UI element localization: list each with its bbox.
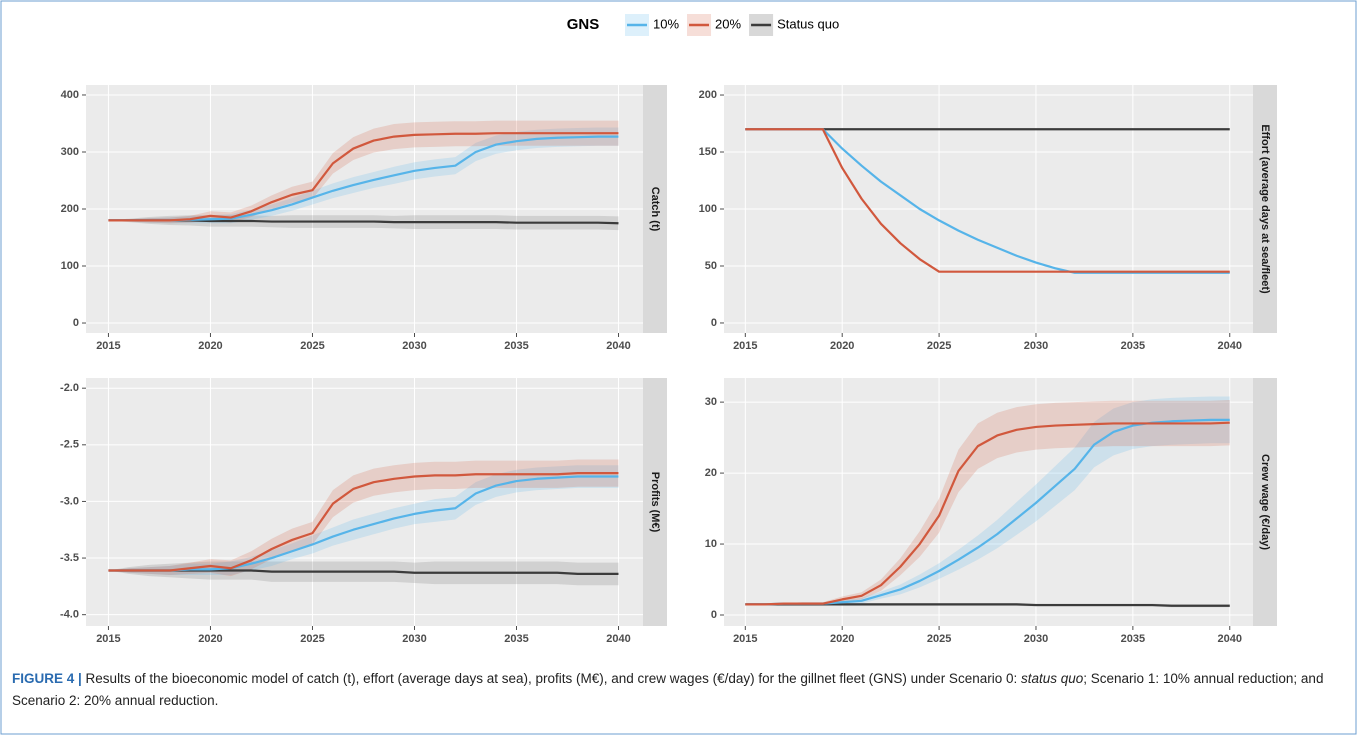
confidence-band — [108, 127, 619, 224]
caption-label: FIGURE 4 | — [12, 671, 82, 686]
legend-label: 20% — [715, 16, 741, 31]
confidence-band — [745, 396, 1230, 606]
y-tick-label: 0 — [711, 317, 717, 329]
series-line — [108, 132, 619, 222]
strip — [1253, 378, 1277, 626]
x-tick-label: 2035 — [1121, 340, 1145, 352]
panel-background — [86, 378, 643, 626]
y-tick-label: 200 — [699, 89, 717, 101]
y-tick-label: -3.0 — [60, 495, 79, 507]
y-tick-label: 300 — [61, 146, 79, 158]
y-tick-label: 100 — [61, 260, 79, 272]
x-tick-label: 2040 — [1218, 633, 1242, 645]
y-tick-label: 200 — [61, 203, 79, 215]
confidence-band — [108, 215, 619, 231]
x-tick-label: 2015 — [96, 340, 120, 352]
x-tick-label: 2040 — [606, 340, 630, 352]
caption: FIGURE 4 | Results of the bioeconomic mo… — [12, 668, 1342, 712]
strip-label: Crew wage (€/day) — [1259, 454, 1271, 550]
x-tick-label: 2015 — [733, 633, 757, 645]
x-tick-label: 2040 — [1218, 340, 1242, 352]
y-tick-label: -2.0 — [60, 382, 79, 394]
y-tick-label: 400 — [61, 89, 79, 101]
x-tick-label: 2025 — [927, 340, 951, 352]
x-tick-label: 2030 — [1024, 340, 1048, 352]
y-tick-label: 20 — [705, 467, 717, 479]
x-tick-label: 2035 — [1121, 633, 1145, 645]
confidence-band — [108, 120, 619, 224]
series-line — [108, 569, 619, 576]
y-tick-label: 150 — [699, 146, 717, 158]
x-tick-label: 2020 — [198, 340, 222, 352]
y-tick-label: 100 — [699, 203, 717, 215]
x-tick-label: 2025 — [300, 340, 324, 352]
legend-label: Status quo — [777, 16, 839, 31]
x-tick-label: 2040 — [606, 633, 630, 645]
legend-title: GNS — [567, 16, 600, 33]
x-tick-label: 2020 — [198, 633, 222, 645]
x-tick-label: 2035 — [504, 633, 528, 645]
caption-text: Results of the bioeconomic model of catc… — [81, 671, 1021, 686]
x-tick-label: 2030 — [402, 633, 426, 645]
panel-background — [724, 378, 1253, 626]
caption-emphasis: status quo — [1020, 671, 1084, 686]
x-tick-label: 2035 — [504, 340, 528, 352]
series-line — [745, 421, 1230, 606]
y-tick-label: 10 — [705, 538, 717, 550]
x-tick-label: 2030 — [1024, 633, 1048, 645]
strip — [1253, 85, 1277, 333]
strip-label: Effort (average days at sea/fleet) — [1259, 124, 1271, 294]
series-line — [108, 475, 619, 572]
strip-label: Profits (M€) — [649, 472, 661, 533]
x-tick-label: 2015 — [733, 340, 757, 352]
y-tick-label: -2.5 — [60, 439, 79, 451]
series-line — [108, 472, 619, 572]
strip — [643, 378, 667, 626]
x-tick-label: 2025 — [927, 633, 951, 645]
x-tick-label: 2020 — [830, 633, 854, 645]
confidence-band — [108, 459, 619, 577]
y-tick-label: -4.0 — [60, 609, 79, 621]
x-tick-label: 2020 — [830, 340, 854, 352]
x-tick-label: 2015 — [96, 633, 120, 645]
confidence-band — [108, 465, 619, 576]
series-line — [745, 128, 1230, 274]
y-tick-label: 0 — [711, 609, 717, 621]
strip — [643, 85, 667, 333]
y-tick-label: 50 — [705, 260, 717, 272]
y-tick-label: 0 — [73, 317, 79, 329]
y-tick-label: -3.5 — [60, 552, 79, 564]
x-tick-label: 2025 — [300, 633, 324, 645]
caption-text: ; Scenario 1: 10% annual reduction; and … — [12, 671, 1324, 708]
series-line — [745, 128, 1230, 273]
y-tick-label: 30 — [705, 396, 717, 408]
strip-label: Catch (t) — [649, 187, 661, 232]
legend-label: 10% — [653, 16, 679, 31]
x-tick-label: 2030 — [402, 340, 426, 352]
